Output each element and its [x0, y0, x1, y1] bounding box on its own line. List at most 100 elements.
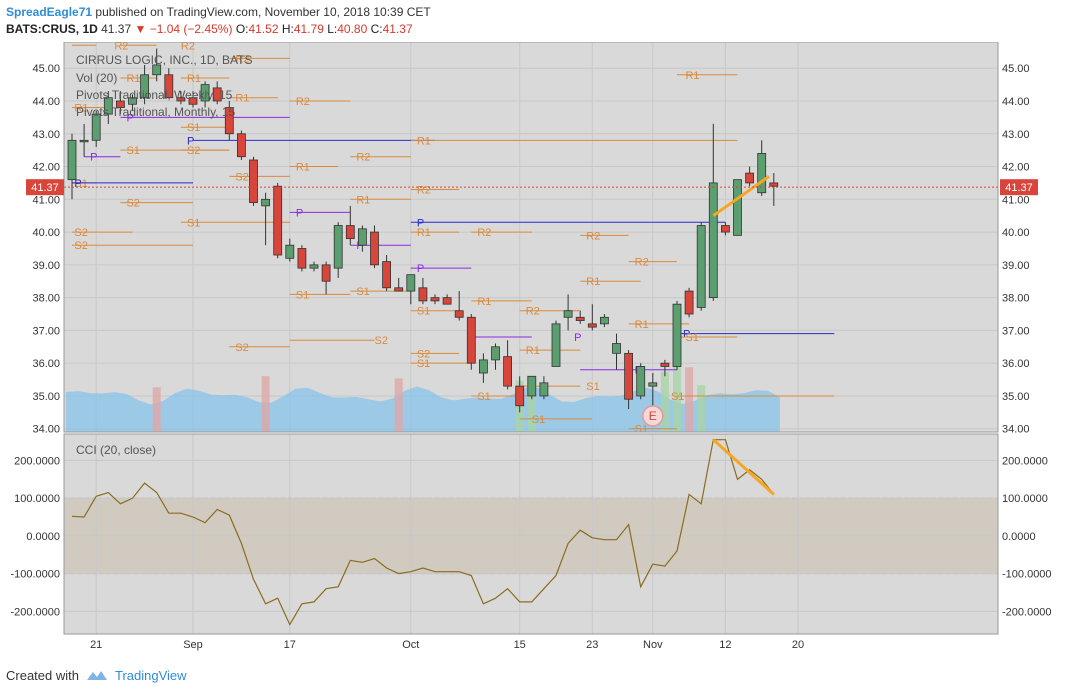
- price-tick-label-right: 44.00: [1002, 96, 1030, 108]
- vol-legend: Vol (20): [76, 71, 117, 85]
- candle-body: [503, 356, 513, 387]
- publish-line: SpreadEagle71 published on TradingView.c…: [6, 4, 1060, 21]
- cci-tick-label-left: -200.0000: [10, 606, 60, 618]
- pivot-label: P: [356, 240, 363, 252]
- candle-body: [370, 231, 379, 266]
- cci-trendline: [712, 438, 775, 496]
- pivot-label: R1: [356, 194, 370, 206]
- cci-tick-label-right: -100.0000: [1002, 569, 1052, 581]
- tradingview-link[interactable]: TradingView: [114, 667, 187, 683]
- candle-body: [757, 153, 767, 194]
- volume-bar: [660, 371, 669, 432]
- candle-body: [152, 64, 162, 76]
- candle-body: [527, 375, 537, 397]
- pivot-label: R1: [586, 276, 600, 288]
- pivot-label: P: [74, 178, 81, 190]
- pivot-label: R1: [417, 135, 431, 147]
- pivot-label: P: [296, 207, 303, 219]
- price-tick-label-right: 36.00: [1002, 358, 1030, 370]
- candle-body: [345, 225, 355, 240]
- price-tick-label-left: 39.00: [32, 260, 60, 272]
- candle-body: [140, 74, 150, 99]
- candle-body: [406, 274, 416, 292]
- pivot-label: S1: [532, 414, 545, 426]
- candle-body: [297, 248, 307, 269]
- volume-bar: [527, 389, 536, 432]
- high-value: 41.79: [293, 22, 324, 36]
- pivot-label: R2: [181, 42, 195, 52]
- price-change: −1.04 (−2.45%): [149, 22, 233, 36]
- earnings-marker[interactable]: E: [642, 405, 664, 427]
- pivot-label: P: [417, 217, 424, 229]
- x-tick-label: 15: [514, 639, 526, 651]
- author-link[interactable]: SpreadEagle71: [6, 5, 93, 19]
- pivot-label: R2: [114, 42, 128, 52]
- grid: [64, 42, 998, 634]
- pivot-label: S1: [671, 391, 684, 403]
- candle-body: [491, 346, 500, 361]
- price-panel-bg: [64, 42, 998, 432]
- pivot-label: R1: [187, 73, 201, 85]
- cci-tick-label-left: -100.0000: [10, 569, 60, 581]
- candle-body: [285, 244, 295, 259]
- candle-body: [721, 225, 730, 233]
- candle-body: [67, 139, 77, 181]
- price-tick-label-left: 41.00: [32, 194, 60, 206]
- price-tick-label-left: 34.00: [32, 424, 60, 436]
- pivot-label: R2: [296, 96, 310, 108]
- candle-body: [164, 74, 174, 99]
- price-tick-label-right: 40.00: [1002, 227, 1030, 239]
- pivots-weekly-legend: Pivots Traditional, Weekly, 15: [76, 88, 233, 102]
- low-label: L:: [327, 22, 338, 36]
- pivots-monthly-legend: Pivots Traditional, Monthly, 15: [76, 105, 236, 119]
- pivot-label: R2: [477, 227, 491, 239]
- volume-bar: [261, 376, 270, 432]
- candle-body: [624, 352, 633, 400]
- pivot-label: R1: [635, 319, 649, 331]
- price-tick-label-right: 35.00: [1002, 391, 1030, 403]
- candle-body: [648, 382, 658, 387]
- pivot-label: R1: [235, 93, 249, 105]
- pivot-label: P: [417, 263, 424, 275]
- pivot-label: P: [90, 152, 97, 164]
- price-tick-label-right: 45.00: [1002, 63, 1030, 75]
- candle-body: [478, 359, 488, 374]
- pivot-label: R1: [74, 103, 88, 115]
- candle-body: [249, 159, 258, 203]
- candle-body: [79, 139, 89, 143]
- candle-body: [551, 323, 561, 367]
- volume-bar: [685, 367, 694, 432]
- candle-body: [454, 310, 464, 318]
- x-tick-label: 23: [586, 639, 598, 651]
- chart-area[interactable]: R2 R2 R1 R1 R2 R2 R1 R1 P S1 P S1 S2 P R1 R2 R1 S2 S1 P R2 R1…: [6, 40, 1060, 654]
- price-tick-label-right: 34.00: [1002, 424, 1030, 436]
- candle-body: [357, 228, 367, 246]
- pivot-label: R1: [417, 227, 431, 239]
- pivot-label: S2: [187, 145, 200, 157]
- ohlc-line: BATS:CRUS, 1D 41.37 ▼ −1.04 (−2.45%) O:4…: [6, 21, 1060, 38]
- last-price-tag-right: 41.37: [1000, 179, 1038, 196]
- price-tick-label-right: 38.00: [1002, 293, 1030, 305]
- price-tick-label-left: 37.00: [32, 325, 60, 337]
- close-value: 41.37: [382, 22, 413, 36]
- pivot-label: R2: [526, 306, 540, 318]
- pivot-label: R1: [526, 345, 540, 357]
- price-tick-label-right: 43.00: [1002, 129, 1030, 141]
- candle-body: [333, 225, 343, 269]
- candle-body: [309, 264, 319, 269]
- price-trendline: [712, 175, 770, 217]
- down-arrow-icon: ▼: [134, 22, 147, 36]
- candle-body: [382, 261, 392, 289]
- chart-title: CIRRUS LOGIC, INC., 1D, BATS: [76, 53, 252, 67]
- symbol-label: BATS:CRUS, 1D: [6, 22, 98, 36]
- candle-body: [430, 297, 440, 302]
- volume-bar: [394, 378, 403, 432]
- candle-body: [176, 97, 186, 102]
- pivot-label: R2: [586, 230, 600, 242]
- candle-body: [273, 185, 283, 256]
- last-price-tag-left: 41.37: [26, 179, 64, 196]
- tradingview-logo-icon: [86, 671, 107, 680]
- cci-tick-label-right: -200.0000: [1002, 606, 1052, 618]
- pivot-label: S1: [296, 289, 309, 301]
